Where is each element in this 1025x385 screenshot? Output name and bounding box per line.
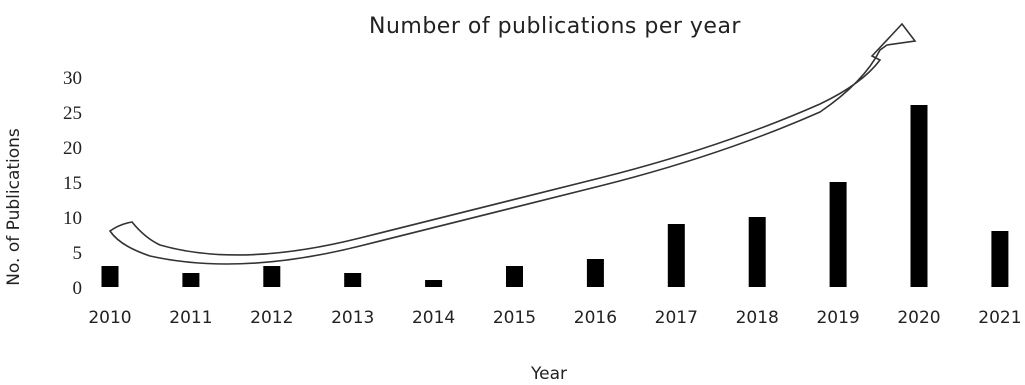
y-tick-25: 25 [63,103,82,124]
y-tick-30: 30 [63,68,82,89]
x-tick-2014: 2014 [412,308,455,328]
bar-2015 [506,266,523,287]
x-tick-2020: 2020 [897,308,940,328]
trend-arrow-shape [108,22,917,265]
bar-2016 [586,259,604,287]
bar-2019 [829,182,847,287]
trend-arrow [108,22,917,265]
y-tick-0: 0 [73,278,83,299]
x-tick-2021: 2021 [978,308,1021,328]
x-axis-label: Year [531,364,567,384]
x-tick-2019: 2019 [816,308,859,328]
bar-2018 [748,217,766,287]
bar-2011 [182,273,200,287]
x-tick-2015: 2015 [493,308,536,328]
bar-2012 [263,266,281,287]
x-tick-2018: 2018 [736,308,779,328]
y-tick-20: 20 [63,138,82,159]
y-tick-5: 5 [73,243,83,264]
bar-2021 [991,231,1009,287]
x-tick-2012: 2012 [250,308,293,328]
bar-2017 [667,224,685,287]
x-tick-2017: 2017 [655,308,698,328]
bar-2020 [910,105,928,287]
bar-2014 [425,280,443,287]
x-tick-2010: 2010 [88,308,131,328]
bar-2013 [344,273,362,287]
x-tick-2013: 2013 [331,308,374,328]
bars-group [101,105,1009,287]
y-tick-15: 15 [63,173,82,194]
chart-title: Number of publications per year [369,14,741,39]
y-tick-10: 10 [63,208,82,229]
y-ticks-group: 0 5 10 15 20 25 30 [63,68,82,299]
x-ticks-group: 2010 2011 2012 2013 2014 2015 2016 2017 2018 2019… [88,308,1021,328]
bar-2010 [101,266,119,287]
x-tick-2011: 2011 [169,308,212,328]
x-tick-2016: 2016 [574,308,617,328]
